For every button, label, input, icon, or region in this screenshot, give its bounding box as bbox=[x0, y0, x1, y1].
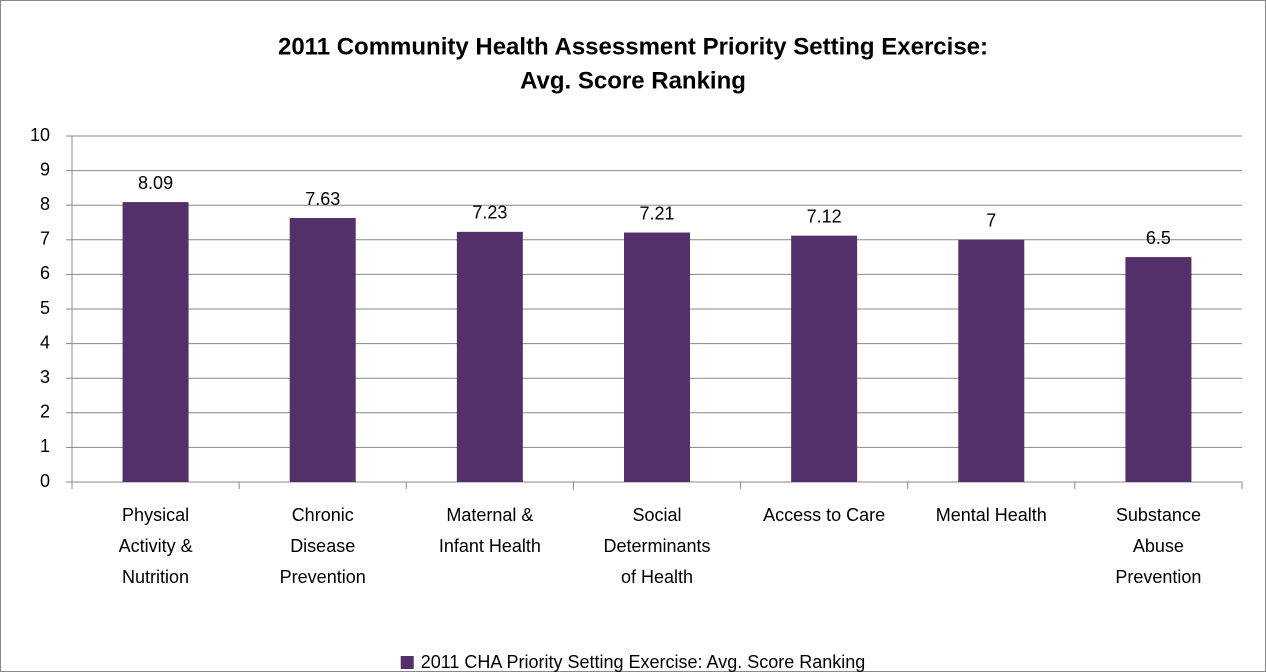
x-tick-label: Prevention bbox=[280, 567, 366, 587]
x-tick-label: Activity & bbox=[119, 536, 193, 556]
bar bbox=[289, 218, 356, 482]
data-label: 7.12 bbox=[807, 206, 842, 226]
y-tick-label: 2 bbox=[40, 402, 50, 422]
chart-title: 2011 Community Health Assessment Priorit… bbox=[278, 33, 988, 60]
y-tick-label: 7 bbox=[40, 229, 50, 249]
bar bbox=[1125, 257, 1192, 482]
bar bbox=[624, 232, 690, 482]
bar bbox=[791, 235, 858, 482]
x-tick-label: Maternal & bbox=[446, 505, 533, 525]
data-label: 7.21 bbox=[639, 203, 674, 223]
y-tick-label: 1 bbox=[40, 436, 50, 456]
data-label: 8.09 bbox=[138, 173, 173, 193]
y-tick-label: 8 bbox=[40, 194, 50, 214]
y-tick-label: 3 bbox=[40, 367, 50, 387]
x-tick-label: Prevention bbox=[1115, 567, 1201, 587]
data-label: 7 bbox=[986, 211, 996, 231]
bar bbox=[958, 239, 1025, 482]
y-tick-label: 5 bbox=[40, 298, 50, 318]
x-tick-label: Determinants bbox=[603, 536, 710, 556]
x-tick-label: Mental Health bbox=[936, 505, 1047, 525]
y-tick-label: 10 bbox=[30, 125, 50, 145]
x-tick-label: Nutrition bbox=[122, 567, 189, 587]
bar bbox=[122, 202, 189, 482]
x-tick-label: Abuse bbox=[1133, 536, 1184, 556]
data-label: 6.5 bbox=[1146, 228, 1171, 248]
x-tick-label: Social bbox=[632, 505, 681, 525]
x-tick-label: Disease bbox=[290, 536, 355, 556]
x-tick-label: Physical bbox=[122, 505, 189, 525]
y-tick-label: 4 bbox=[40, 332, 50, 352]
x-tick-label: Chronic bbox=[292, 505, 354, 525]
data-label: 7.63 bbox=[305, 189, 340, 209]
legend: 2011 CHA Priority Setting Exercise: Avg.… bbox=[400, 652, 866, 672]
y-tick-label: 0 bbox=[40, 471, 50, 491]
chart-title: Avg. Score Ranking bbox=[520, 67, 746, 94]
x-tick-label: Access to Care bbox=[763, 505, 885, 525]
legend-swatch bbox=[400, 656, 414, 669]
y-tick-label: 6 bbox=[40, 263, 50, 283]
x-tick-label: Infant Health bbox=[439, 536, 541, 556]
legend-label: 2011 CHA Priority Setting Exercise: Avg.… bbox=[421, 652, 866, 672]
x-tick-label: of Health bbox=[621, 567, 693, 587]
x-tick-label: Substance bbox=[1116, 505, 1201, 525]
bar bbox=[456, 231, 523, 482]
y-tick-label: 9 bbox=[40, 159, 50, 179]
data-label: 7.23 bbox=[472, 203, 507, 223]
